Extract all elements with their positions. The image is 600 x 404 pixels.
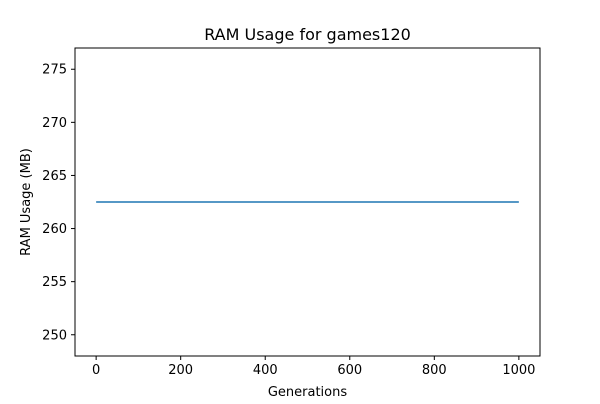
y-tick-label: 250 <box>42 328 67 343</box>
y-tick-label: 275 <box>42 63 67 78</box>
x-tick-label: 600 <box>337 363 362 378</box>
y-tick-label: 265 <box>42 169 67 184</box>
y-tick-label: 255 <box>42 275 67 290</box>
y-axis: 250 255 260 265 270 275 <box>42 63 75 343</box>
x-tick-label: 1000 <box>502 363 535 378</box>
plot-frame <box>74 47 541 357</box>
y-tick-label: 270 <box>42 116 67 131</box>
x-tick-label: 800 <box>422 363 447 378</box>
x-axis: 0 200 400 600 800 1000 <box>92 356 535 378</box>
x-tick-label: 0 <box>92 363 100 378</box>
chart-title: RAM Usage for games120 <box>204 25 411 44</box>
y-axis-label: RAM Usage (MB) <box>19 148 34 256</box>
x-axis-label: Generations <box>268 385 348 400</box>
x-tick-label: 200 <box>168 363 193 378</box>
x-tick-label: 400 <box>253 363 278 378</box>
y-tick-label: 260 <box>42 222 67 237</box>
